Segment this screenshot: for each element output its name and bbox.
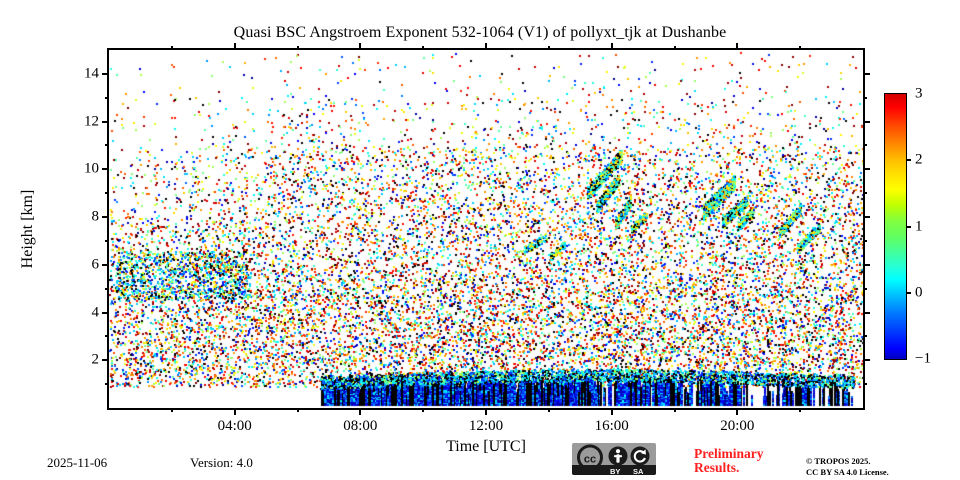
- y-axis-label: Height [km]: [19, 189, 36, 269]
- footer-version: Version: 4.0: [190, 455, 253, 470]
- plot-axes: 2 4 6 8 10 12 14 04:00 08:00 12:00 16:00 20:00: [84, 43, 870, 434]
- x-ticklabel-20:00: 20:00: [720, 418, 755, 434]
- x-minor-tick: [547, 46, 550, 50]
- y-minor-tick: [863, 96, 867, 99]
- x-ticklabel-04:00: 04:00: [217, 418, 252, 434]
- y-tick-6: [863, 263, 870, 266]
- y-tick-2: [863, 359, 870, 362]
- y-minor-tick: [863, 192, 867, 195]
- preliminary-results-note: Preliminary Results.: [694, 447, 804, 475]
- x-tick-04:00: [233, 408, 236, 415]
- y-ticklabel-2: 2: [91, 351, 100, 368]
- x-minor-tick: [799, 408, 802, 412]
- x-tick-08:00: [359, 43, 362, 50]
- x-tick-16:00: [610, 408, 613, 415]
- y-minor-tick: [105, 287, 109, 290]
- y-tick-10: [863, 168, 870, 171]
- x-minor-tick: [673, 408, 676, 412]
- y-minor-tick: [863, 239, 867, 242]
- cc-badge-glyphs: cc: [577, 444, 650, 471]
- x-tick-04:00: [233, 43, 236, 50]
- y-minor-tick: [105, 335, 109, 338]
- y-ticklabel-12: 12: [84, 113, 99, 130]
- y-minor-tick: [863, 287, 867, 290]
- preliminary-line-1: Preliminary: [694, 446, 764, 461]
- colorbar-tick-0: [906, 291, 911, 294]
- colorbar-tick-1: [906, 225, 911, 228]
- footer-date: 2025-11-06: [47, 455, 108, 470]
- x-tick-20:00: [736, 43, 739, 50]
- cc-by-sa-badge-icon: cc BY SA: [572, 443, 656, 475]
- badge-bottom-bar: [572, 465, 656, 475]
- x-minor-tick: [547, 408, 550, 412]
- x-tick-08:00: [359, 408, 362, 415]
- x-tick-12:00: [485, 43, 487, 50]
- y-minor-tick: [863, 335, 867, 338]
- x-minor-tick: [422, 46, 425, 50]
- y-ticklabel-10: 10: [84, 160, 99, 177]
- y-ticklabel-8: 8: [91, 208, 100, 225]
- y-minor-tick: [105, 144, 109, 147]
- y-tick-10: [102, 168, 109, 171]
- colorbar-tick-2: [906, 159, 911, 162]
- x-tick-20:00: [736, 408, 739, 415]
- copyright-line-2: CC BY SA 4.0 License.: [806, 467, 889, 477]
- chart-title: Quasi BSC Angstroem Exponent 532-1064 (V…: [233, 24, 727, 41]
- x-axis-label: Time [UTC]: [446, 438, 526, 455]
- y-minor-tick: [863, 144, 867, 147]
- preliminary-line-2: Results.: [694, 460, 740, 475]
- colorbar-ticklabel-3: 3: [915, 85, 923, 102]
- y-ticklabel-4: 4: [91, 304, 100, 321]
- x-ticklabel-16:00: 16:00: [594, 418, 629, 434]
- x-ticklabel-12:00: 12:00: [468, 418, 504, 434]
- x-minor-tick: [799, 46, 802, 50]
- x-ticklabel-08:00: 08:00: [343, 418, 378, 434]
- y-tick-4: [102, 311, 109, 314]
- y-ticklabel-6: 6: [91, 256, 100, 273]
- y-tick-2: [102, 359, 109, 362]
- x-tick-12:00: [485, 408, 487, 415]
- y-tick-12: [863, 120, 870, 123]
- y-tick-14: [102, 72, 109, 75]
- y-tick-6: [102, 263, 109, 266]
- colorbar-ticklabel-2: 2: [915, 151, 923, 168]
- colorbar-ticklabel-0: 0: [915, 284, 923, 301]
- badge-sa-text: SA: [633, 466, 644, 476]
- colorbar-ticklabel-1: 1: [915, 218, 923, 234]
- x-minor-tick: [296, 46, 299, 50]
- y-tick-8: [863, 216, 870, 219]
- colorbar-ticklabel-−1: −1: [915, 350, 931, 367]
- x-minor-tick: [170, 408, 173, 412]
- badge-by-text: BY: [610, 466, 621, 476]
- colorbar: −1 0 1 2 3: [884, 86, 931, 367]
- y-tick-4: [863, 311, 870, 314]
- y-tick-12: [102, 120, 109, 123]
- x-minor-tick: [170, 46, 173, 50]
- copyright-note: © TROPOS 2025. CC BY SA 4.0 License.: [806, 456, 956, 478]
- y-minor-tick: [105, 96, 109, 99]
- y-ticklabel-14: 14: [84, 65, 99, 82]
- y-tick-14: [863, 72, 870, 75]
- x-tick-16:00: [610, 43, 613, 50]
- x-minor-tick: [422, 408, 425, 412]
- svg-text:cc: cc: [584, 454, 596, 466]
- y-minor-tick: [105, 383, 109, 386]
- y-minor-tick: [105, 239, 109, 242]
- x-minor-tick: [673, 46, 676, 50]
- plot-data-area: [109, 50, 863, 408]
- y-minor-tick: [105, 192, 109, 195]
- y-tick-8: [102, 216, 109, 219]
- y-minor-tick: [863, 383, 867, 386]
- copyright-line-1: © TROPOS 2025.: [806, 456, 871, 466]
- x-minor-tick: [296, 408, 299, 412]
